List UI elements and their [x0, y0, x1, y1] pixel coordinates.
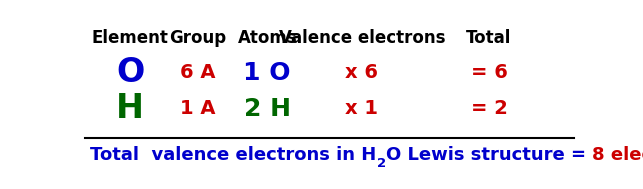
Text: Group: Group [169, 29, 226, 47]
Text: 1 A: 1 A [180, 99, 215, 118]
Text: Total  valence electrons in H: Total valence electrons in H [90, 146, 377, 164]
Text: x 1: x 1 [345, 99, 379, 118]
Text: Element: Element [92, 29, 168, 47]
Text: Total: Total [466, 29, 512, 47]
Text: O: O [116, 56, 144, 89]
Text: 1 O: 1 O [244, 61, 291, 85]
Text: = 6: = 6 [471, 63, 507, 82]
Text: H: H [116, 92, 144, 125]
Text: 2: 2 [377, 157, 386, 170]
Text: Atoms: Atoms [237, 29, 297, 47]
Text: Valence electrons: Valence electrons [278, 29, 445, 47]
Text: 8 electrons: 8 electrons [592, 146, 643, 164]
Text: 2 H: 2 H [244, 97, 291, 121]
Text: O Lewis structure =: O Lewis structure = [386, 146, 592, 164]
Text: 6 A: 6 A [180, 63, 215, 82]
Text: = 2: = 2 [471, 99, 507, 118]
Text: x 6: x 6 [345, 63, 379, 82]
